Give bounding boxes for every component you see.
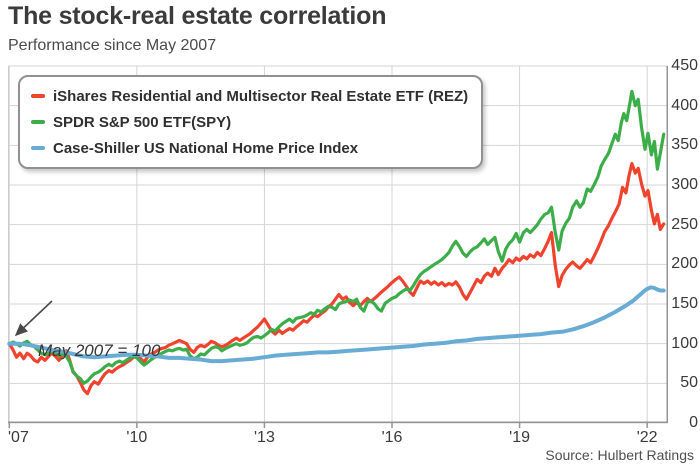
axis-lines bbox=[8, 66, 668, 428]
y-tick-label: 450 bbox=[671, 57, 698, 74]
x-tick-label: '19 bbox=[509, 429, 530, 446]
legend-item-2: Case-Shiller US National Home Price Inde… bbox=[31, 135, 468, 161]
x-tick-label: '22 bbox=[636, 429, 658, 446]
x-tick-label: '07 bbox=[8, 429, 29, 446]
legend-dash-icon bbox=[31, 94, 45, 98]
y-tick-label: 200 bbox=[671, 255, 698, 273]
annotation-arrow-icon bbox=[14, 300, 53, 337]
x-tick-label: '10 bbox=[126, 429, 148, 446]
legend-item-1: SPDR S&P 500 ETF(SPY) bbox=[31, 109, 468, 135]
legend-dash-icon bbox=[31, 146, 45, 150]
source-credit: Source: Hulbert Ratings bbox=[545, 447, 694, 463]
legend: iShares Residential and Multisector Real… bbox=[18, 75, 484, 169]
legend-label: iShares Residential and Multisector Real… bbox=[53, 87, 469, 105]
page-title: The stock-real estate correlation bbox=[8, 2, 387, 30]
legend-label: SPDR S&P 500 ETF(SPY) bbox=[53, 113, 232, 131]
y-tick-label: 300 bbox=[671, 176, 698, 193]
series-line-0 bbox=[7, 161, 666, 396]
y-tick-label: 100 bbox=[671, 334, 698, 352]
x-tick-label: '16 bbox=[381, 429, 403, 446]
series-line-1 bbox=[7, 89, 666, 385]
y-tick-label: 250 bbox=[671, 215, 698, 233]
chart-subtitle: Performance since May 2007 bbox=[8, 37, 217, 54]
x-tick-label: '13 bbox=[253, 429, 275, 446]
legend-label: Case-Shiller US National Home Price Inde… bbox=[53, 139, 359, 157]
annotation-label: May 2007 = 100 bbox=[38, 341, 161, 360]
legend-item-0: iShares Residential and Multisector Real… bbox=[31, 83, 468, 109]
series-lines bbox=[7, 89, 666, 396]
series-line-2 bbox=[7, 285, 666, 364]
y-tick-label: 150 bbox=[671, 295, 698, 312]
y-tick-label: 350 bbox=[671, 136, 698, 154]
y-tick-label: 400 bbox=[671, 96, 698, 114]
y-tick-label: 50 bbox=[680, 374, 698, 392]
y-tick-label: 0 bbox=[689, 414, 698, 431]
legend-dash-icon bbox=[31, 120, 45, 124]
